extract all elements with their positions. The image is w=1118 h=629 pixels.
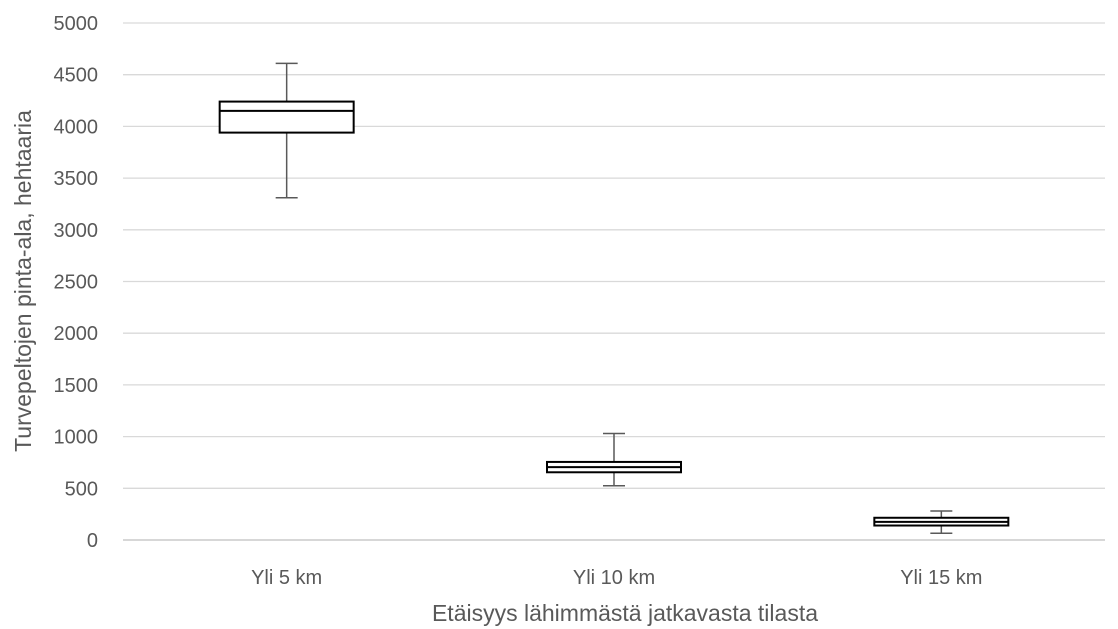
y-tick-label: 2500 xyxy=(54,272,99,294)
box-series xyxy=(220,63,1009,533)
box-rect xyxy=(220,102,354,133)
x-tick-labels: Yli 5 km Yli 10 km Yli 15 km xyxy=(251,567,982,589)
box-2 xyxy=(547,433,681,485)
y-axis-title: Turvepeltojen pinta-ala, hehtaaria xyxy=(10,110,36,452)
box-3 xyxy=(874,511,1008,533)
y-tick-label: 4000 xyxy=(54,116,99,138)
y-tick-label: 3500 xyxy=(54,168,99,190)
x-axis-title: Etäisyys lähimmästä jatkavasta tilasta xyxy=(432,600,818,626)
y-tick-label: 2000 xyxy=(54,323,99,345)
y-tick-label: 3000 xyxy=(54,220,99,242)
y-tick-label: 1000 xyxy=(54,427,99,449)
x-tick-label: Yli 10 km xyxy=(573,567,655,589)
y-tick-label: 500 xyxy=(65,478,98,500)
y-tick-label: 4500 xyxy=(54,65,99,87)
y-tick-labels: 0 500 1000 1500 2000 2500 3000 3500 4000 4500 5000 xyxy=(54,13,99,552)
y-tick-label: 1500 xyxy=(54,375,99,397)
x-tick-label: Yli 15 km xyxy=(900,567,982,589)
x-tick-label: Yli 5 km xyxy=(251,567,322,589)
y-tick-label: 0 xyxy=(87,530,98,552)
y-tick-label: 5000 xyxy=(54,13,99,35)
